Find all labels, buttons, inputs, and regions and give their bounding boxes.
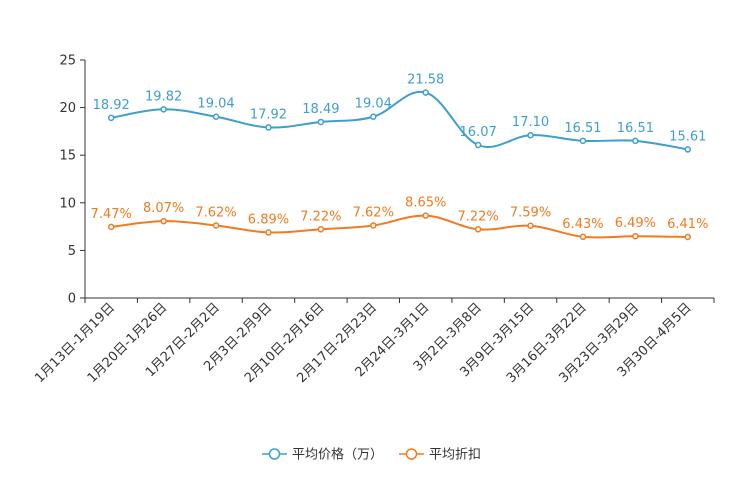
data-label: 7.47% bbox=[91, 207, 132, 222]
legend-item-avg-price[interactable]: 平均价格（万） bbox=[262, 447, 383, 463]
y-tick-label: 20 bbox=[59, 101, 76, 116]
data-point[interactable] bbox=[160, 106, 167, 113]
data-label: 7.22% bbox=[300, 209, 341, 224]
data-label: 16.07 bbox=[460, 125, 497, 140]
y-tick-label: 25 bbox=[59, 54, 76, 69]
series-avg-price: 18.92 19.82 19.04 17.92 18.49 19.04 21.58 16.07… bbox=[93, 73, 706, 153]
data-point[interactable] bbox=[684, 146, 692, 153]
data-label: 8.07% bbox=[143, 201, 184, 216]
data-point[interactable] bbox=[422, 212, 429, 219]
y-tick-labels: 0 5 10 15 20 25 bbox=[59, 54, 76, 307]
data-point[interactable] bbox=[579, 233, 587, 241]
data-label: 6.89% bbox=[248, 212, 289, 227]
data-label: 18.49 bbox=[302, 102, 339, 117]
data-label: 19.04 bbox=[197, 97, 234, 112]
data-point[interactable] bbox=[160, 217, 167, 225]
data-label: 19.04 bbox=[355, 97, 392, 112]
data-label: 17.10 bbox=[512, 115, 549, 130]
data-label: 17.92 bbox=[250, 107, 287, 122]
data-label: 8.65% bbox=[405, 196, 446, 211]
data-point[interactable] bbox=[579, 137, 587, 145]
legend[interactable]: 平均价格（万） 平均折扣 bbox=[262, 447, 481, 463]
data-point[interactable] bbox=[370, 113, 377, 120]
data-point[interactable] bbox=[107, 223, 115, 231]
data-point[interactable] bbox=[212, 113, 220, 120]
data-label: 7.59% bbox=[510, 206, 551, 221]
series-group: 18.92 19.82 19.04 17.92 18.49 19.04 21.58 16.07… bbox=[91, 73, 708, 241]
data-label: 7.62% bbox=[195, 205, 236, 220]
legend-marker bbox=[405, 448, 418, 460]
data-point[interactable] bbox=[370, 222, 377, 229]
data-label: 7.62% bbox=[353, 205, 394, 220]
legend-item-avg-discount[interactable]: 平均折扣 bbox=[399, 448, 481, 463]
data-point[interactable] bbox=[265, 229, 272, 236]
data-point[interactable] bbox=[212, 222, 220, 229]
axes bbox=[80, 59, 715, 303]
legend-marker bbox=[268, 448, 281, 460]
data-label: 7.22% bbox=[457, 209, 498, 224]
data-label: 16.51 bbox=[617, 121, 654, 136]
data-point[interactable] bbox=[107, 114, 115, 122]
legend-label: 平均折扣 bbox=[429, 448, 481, 463]
series-line bbox=[111, 214, 688, 239]
y-tick-label: 10 bbox=[59, 196, 76, 211]
data-point[interactable] bbox=[527, 131, 534, 139]
data-label: 19.82 bbox=[145, 89, 182, 104]
data-label: 16.51 bbox=[564, 121, 601, 136]
data-label: 6.43% bbox=[562, 217, 603, 232]
data-label: 6.41% bbox=[667, 217, 708, 232]
y-tick-label: 5 bbox=[68, 244, 76, 259]
data-label: 15.61 bbox=[669, 129, 706, 144]
data-point[interactable] bbox=[474, 226, 482, 233]
data-point[interactable] bbox=[684, 233, 692, 241]
data-label: 18.92 bbox=[93, 98, 130, 113]
data-point[interactable] bbox=[632, 137, 639, 145]
data-point[interactable] bbox=[474, 141, 482, 149]
data-label: 21.58 bbox=[407, 73, 444, 88]
y-tick-label: 0 bbox=[68, 292, 76, 307]
data-label: 6.49% bbox=[615, 216, 656, 231]
data-point[interactable] bbox=[527, 222, 534, 229]
data-point[interactable] bbox=[317, 226, 325, 233]
data-point[interactable] bbox=[632, 232, 639, 240]
data-point[interactable] bbox=[422, 89, 429, 96]
x-tick-labels: 1月13日-1月19日1月20日-1月26日1月27日-2月2日2月3日-2月9… bbox=[32, 300, 694, 386]
y-tick-label: 15 bbox=[59, 149, 76, 164]
series-avg-discount: 7.47% 8.07% 7.62% 6.89% 7.22% 7.62% 8.65% 7.22%… bbox=[91, 196, 708, 241]
data-point[interactable] bbox=[317, 118, 325, 126]
legend-label: 平均价格（万） bbox=[292, 447, 383, 463]
data-point[interactable] bbox=[265, 124, 272, 131]
